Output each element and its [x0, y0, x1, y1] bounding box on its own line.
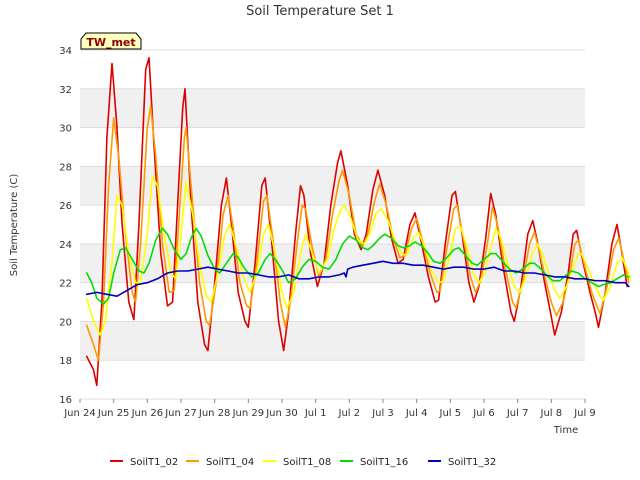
x-tick-label: Jul 9 [573, 408, 596, 419]
y-tick-label: 30 [59, 124, 72, 135]
x-tick-label: Jun 27 [164, 408, 197, 419]
x-tick-label: Jun 26 [131, 408, 164, 419]
x-tick-label: Jun 28 [198, 408, 231, 419]
series-line-SoilT1_32 [85, 260, 630, 297]
x-tick-label: Jul 5 [439, 408, 462, 419]
legend-label-SoilT1_02: SoilT1_02 [130, 457, 178, 468]
x-tick-label: Jun 30 [265, 408, 298, 419]
legend-label-SoilT1_08: SoilT1_08 [283, 457, 331, 468]
x-tick-label: Jul 8 [540, 408, 563, 419]
y-axis-ticks: 16 18 20 22 24 26 28 30 32 34 [59, 46, 72, 406]
y-tick-label: 24 [59, 240, 72, 251]
legend: SoilT1_02 SoilT1_04 SoilT1_08 SoilT1_16 Soil… [110, 457, 496, 468]
series-line-SoilT1_16 [85, 227, 630, 305]
series-line-SoilT1_04 [85, 105, 630, 361]
grid-band [80, 88, 585, 128]
grid-band [80, 321, 585, 361]
station-badge: TW_met [80, 32, 142, 50]
chart-title: Soil Temperature Set 1 [246, 4, 394, 19]
y-tick-label: 34 [59, 46, 72, 57]
x-tick-label: Jul 1 [304, 408, 327, 419]
x-axis-ticks: Jun 24 Jun 25 Jun 26 Jun 27 Jun 28 Jun 29 Jun … [63, 399, 596, 419]
plot-background [80, 49, 585, 400]
station-badge-box [80, 32, 142, 50]
x-tick-label: Jul 7 [506, 408, 529, 419]
y-tick-label: 16 [59, 395, 72, 406]
legend-label-SoilT1_04: SoilT1_04 [206, 457, 254, 468]
x-tick-label: Jun 25 [97, 408, 130, 419]
y-tick-label: 28 [59, 162, 72, 173]
x-tick-label: Jun 29 [232, 408, 265, 419]
legend-label-SoilT1_16: SoilT1_16 [360, 457, 408, 468]
y-tick-label: 26 [59, 201, 72, 212]
x-tick-label: Jul 2 [338, 408, 361, 419]
series-lines [85, 57, 632, 387]
y-tick-label: 32 [59, 85, 72, 96]
y-tick-label: 20 [59, 317, 72, 328]
y-tick-label: 22 [59, 279, 72, 290]
x-tick-label: Jul 4 [405, 408, 428, 419]
x-axis-title: Time [553, 425, 578, 436]
legend-label-SoilT1_32: SoilT1_32 [448, 457, 496, 468]
x-tick-label: Jul 3 [371, 408, 394, 419]
y-tick-label: 18 [59, 356, 72, 367]
station-badge-label: TW_met [86, 36, 135, 49]
x-tick-label: Jun 24 [63, 408, 96, 419]
x-tick-label: Jul 6 [472, 408, 495, 419]
y-axis-title: Soil Temperature (C) [9, 174, 20, 277]
